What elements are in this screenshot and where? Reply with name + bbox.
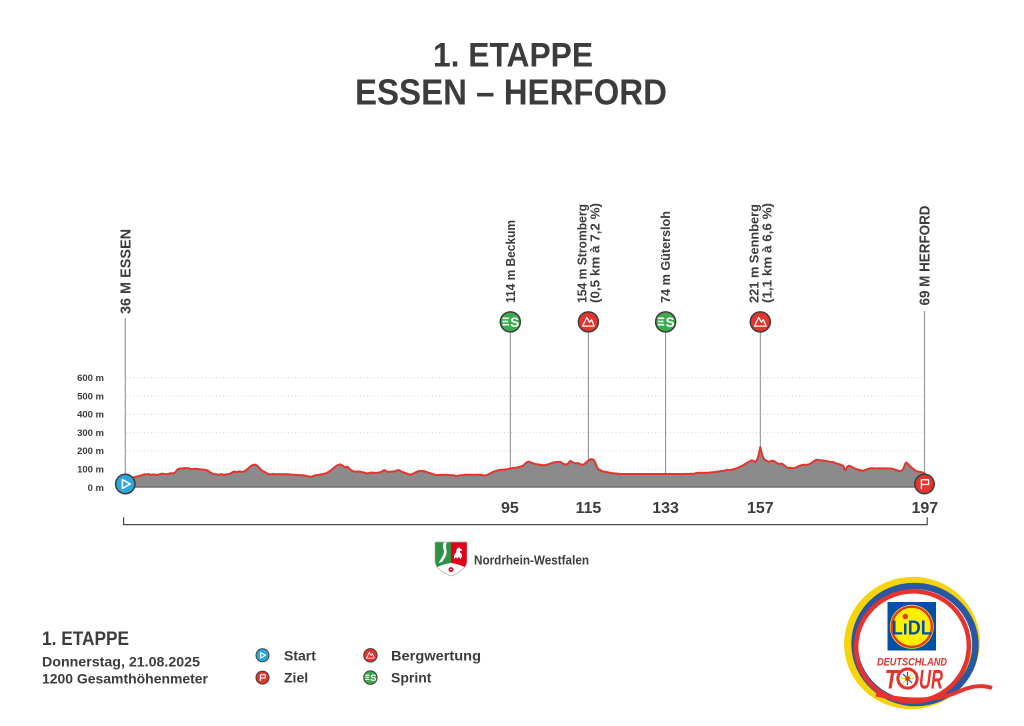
svg-text:133: 133 bbox=[652, 500, 679, 517]
svg-text:ESSEN – HERFORD: ESSEN – HERFORD bbox=[355, 72, 667, 113]
svg-text:S: S bbox=[666, 315, 675, 330]
svg-text:Ziel: Ziel bbox=[284, 670, 308, 686]
svg-text:500 m: 500 m bbox=[77, 391, 104, 402]
svg-text:95: 95 bbox=[501, 500, 519, 517]
svg-text:Sprint: Sprint bbox=[391, 670, 432, 686]
svg-text:154 m Stromberg: 154 m Stromberg bbox=[576, 204, 590, 303]
svg-text:1200 Gesamthöhenmeter: 1200 Gesamthöhenmeter bbox=[42, 671, 209, 687]
svg-text:DEUTSCHLAND: DEUTSCHLAND bbox=[877, 657, 947, 669]
svg-text:69 M HERFORD: 69 M HERFORD bbox=[918, 206, 934, 306]
svg-text:36 M ESSEN: 36 M ESSEN bbox=[118, 229, 134, 314]
svg-text:200 m: 200 m bbox=[77, 446, 104, 457]
svg-text:Nordrhein-Westfalen: Nordrhein-Westfalen bbox=[474, 553, 589, 568]
svg-text:UR: UR bbox=[919, 665, 943, 695]
svg-text:114 m Beckum: 114 m Beckum bbox=[504, 220, 518, 303]
svg-text:(1,1 km à 6,6 %): (1,1 km à 6,6 %) bbox=[760, 203, 774, 303]
svg-text:S: S bbox=[370, 673, 376, 683]
svg-text:400 m: 400 m bbox=[77, 410, 104, 421]
svg-text:600 m: 600 m bbox=[77, 373, 104, 384]
svg-text:LıDL: LıDL bbox=[892, 618, 932, 640]
svg-text:115: 115 bbox=[575, 500, 601, 517]
svg-text:(0,5 km à 7,2 %): (0,5 km à 7,2 %) bbox=[589, 203, 603, 303]
svg-text:300 m: 300 m bbox=[77, 428, 104, 439]
svg-text:S: S bbox=[510, 315, 519, 330]
svg-text:157: 157 bbox=[747, 500, 774, 517]
svg-text:1. ETAPPE: 1. ETAPPE bbox=[42, 628, 129, 650]
svg-text:0 m: 0 m bbox=[88, 483, 104, 494]
svg-text:Donnerstag, 21.08.2025: Donnerstag, 21.08.2025 bbox=[42, 654, 200, 670]
svg-text:221 m Sennberg: 221 m Sennberg bbox=[747, 204, 761, 303]
svg-text:1. ETAPPE: 1. ETAPPE bbox=[433, 37, 593, 75]
svg-text:74 m Gütersloh: 74 m Gütersloh bbox=[659, 211, 673, 303]
svg-text:197: 197 bbox=[911, 500, 938, 517]
svg-text:Start: Start bbox=[284, 647, 316, 663]
svg-text:Bergwertung: Bergwertung bbox=[391, 647, 481, 663]
svg-text:100 m: 100 m bbox=[77, 465, 104, 476]
svg-text:T: T bbox=[885, 665, 901, 695]
